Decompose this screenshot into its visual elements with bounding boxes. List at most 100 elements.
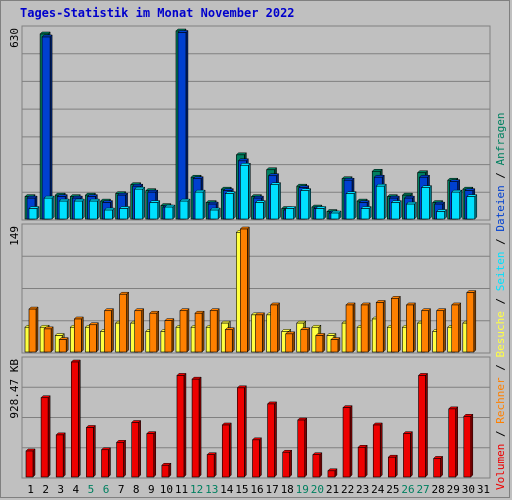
bar-rechner-15 — [239, 226, 250, 353]
bar-seiten-7 — [118, 205, 131, 220]
bar-volumen-3 — [55, 432, 66, 478]
bar-rechner-28 — [436, 308, 447, 353]
bar-seiten-10 — [164, 204, 176, 220]
x-tick-2: 2 — [42, 483, 49, 496]
bar-rechner-2 — [43, 326, 54, 353]
bar-seiten-2 — [43, 195, 55, 220]
legend-separator: / — [494, 424, 507, 444]
bar-rechner-30 — [466, 289, 477, 353]
x-tick-20: 20 — [311, 483, 324, 496]
bar-seiten-22 — [345, 191, 357, 220]
bar-rechner-21 — [330, 337, 341, 353]
x-tick-11: 11 — [175, 483, 188, 496]
bar-volumen-16 — [251, 437, 263, 478]
bar-rechner-16 — [254, 312, 266, 353]
legend-item-volumen: Volumen — [494, 444, 507, 490]
bar-rechner-1 — [28, 306, 39, 353]
x-tick-28: 28 — [432, 483, 445, 496]
bar-volumen-9 — [146, 431, 157, 478]
x-tick-14: 14 — [220, 483, 234, 496]
bar-rechner-18 — [285, 331, 296, 353]
bar-seiten-11 — [179, 198, 191, 220]
bar-rechner-20 — [315, 332, 326, 353]
x-tick-5: 5 — [88, 483, 95, 496]
bar-volumen-26 — [402, 431, 414, 478]
bar-volumen-21 — [327, 468, 338, 478]
bar-seiten-18 — [285, 205, 297, 220]
bar-seiten-27 — [420, 185, 433, 220]
bar-rechner-27 — [420, 308, 432, 353]
bar-rechner-6 — [103, 308, 115, 353]
bar-seiten-1 — [28, 205, 40, 220]
bar-seiten-23 — [360, 205, 372, 220]
bar-seiten-12 — [194, 189, 206, 220]
bar-volumen-8 — [131, 419, 142, 478]
x-tick-22: 22 — [341, 483, 354, 496]
bar-seiten-14 — [224, 191, 236, 220]
bar-volumen-2 — [40, 395, 51, 478]
bar-volumen-5 — [85, 424, 96, 478]
legend-separator: / — [494, 232, 507, 252]
bar-volumen-23 — [357, 444, 368, 478]
bar-seiten-4 — [73, 198, 85, 220]
bar-rechner-7 — [118, 291, 130, 353]
bar-dateien-2 — [41, 34, 53, 220]
x-tick-8: 8 — [133, 483, 140, 496]
x-tick-9: 9 — [148, 483, 155, 496]
bar-volumen-6 — [100, 447, 112, 478]
bar-rechner-17 — [269, 302, 281, 353]
bar-rechner-8 — [134, 308, 145, 353]
legend-separator: / — [494, 358, 507, 378]
bar-volumen-13 — [206, 452, 217, 478]
x-tick-16: 16 — [250, 483, 263, 496]
x-tick-29: 29 — [447, 483, 460, 496]
bar-volumen-22 — [342, 405, 353, 478]
bar-rechner-19 — [300, 327, 311, 353]
bar-volumen-4 — [70, 359, 81, 478]
x-tick-27: 27 — [416, 483, 429, 496]
x-tick-3: 3 — [57, 483, 64, 496]
bar-seiten-29 — [451, 189, 463, 220]
bar-volumen-29 — [448, 406, 459, 478]
legend-item-seiten: Seiten — [494, 252, 507, 292]
x-tick-12: 12 — [190, 483, 203, 496]
bar-volumen-7 — [115, 439, 127, 478]
x-tick-10: 10 — [160, 483, 173, 496]
bar-rechner-22 — [345, 302, 356, 353]
bar-seiten-26 — [405, 201, 418, 220]
x-tick-15: 15 — [235, 483, 248, 496]
bar-seiten-13 — [209, 207, 221, 220]
bar-seiten-17 — [269, 182, 282, 220]
x-tick-6: 6 — [103, 483, 110, 496]
bar-seiten-21 — [330, 210, 342, 220]
legend-separator: / — [494, 165, 507, 185]
bar-volumen-11 — [176, 372, 187, 478]
bar-seiten-25 — [390, 199, 402, 220]
bar-rechner-4 — [73, 316, 84, 353]
panel-top — [21, 25, 491, 221]
bar-volumen-1 — [25, 448, 36, 478]
x-tick-17: 17 — [265, 483, 278, 496]
bar-volumen-14 — [221, 422, 232, 478]
bar-rechner-29 — [451, 302, 462, 353]
bar-seiten-8 — [134, 186, 146, 220]
x-tick-7: 7 — [118, 483, 125, 496]
legend-item-rechner: Rechner — [494, 377, 507, 424]
legend-item-dateien: Dateien — [494, 185, 507, 231]
x-tick-21: 21 — [326, 483, 339, 496]
bar-volumen-30 — [463, 413, 474, 478]
bar-rechner-11 — [179, 308, 190, 353]
bar-seiten-28 — [436, 208, 448, 220]
bar-seiten-3 — [58, 198, 70, 220]
bar-volumen-25 — [387, 454, 398, 478]
x-tick-19: 19 — [296, 483, 309, 496]
bar-volumen-28 — [433, 455, 444, 478]
y-max-label-middle: 149 — [8, 226, 21, 246]
legend: Volumen / Rechner / Besuche / Seiten / D… — [494, 112, 507, 490]
x-tick-1: 1 — [27, 483, 34, 496]
x-tick-31: 31 — [477, 483, 490, 496]
bar-seiten-30 — [466, 194, 478, 220]
bar-volumen-18 — [282, 449, 293, 478]
